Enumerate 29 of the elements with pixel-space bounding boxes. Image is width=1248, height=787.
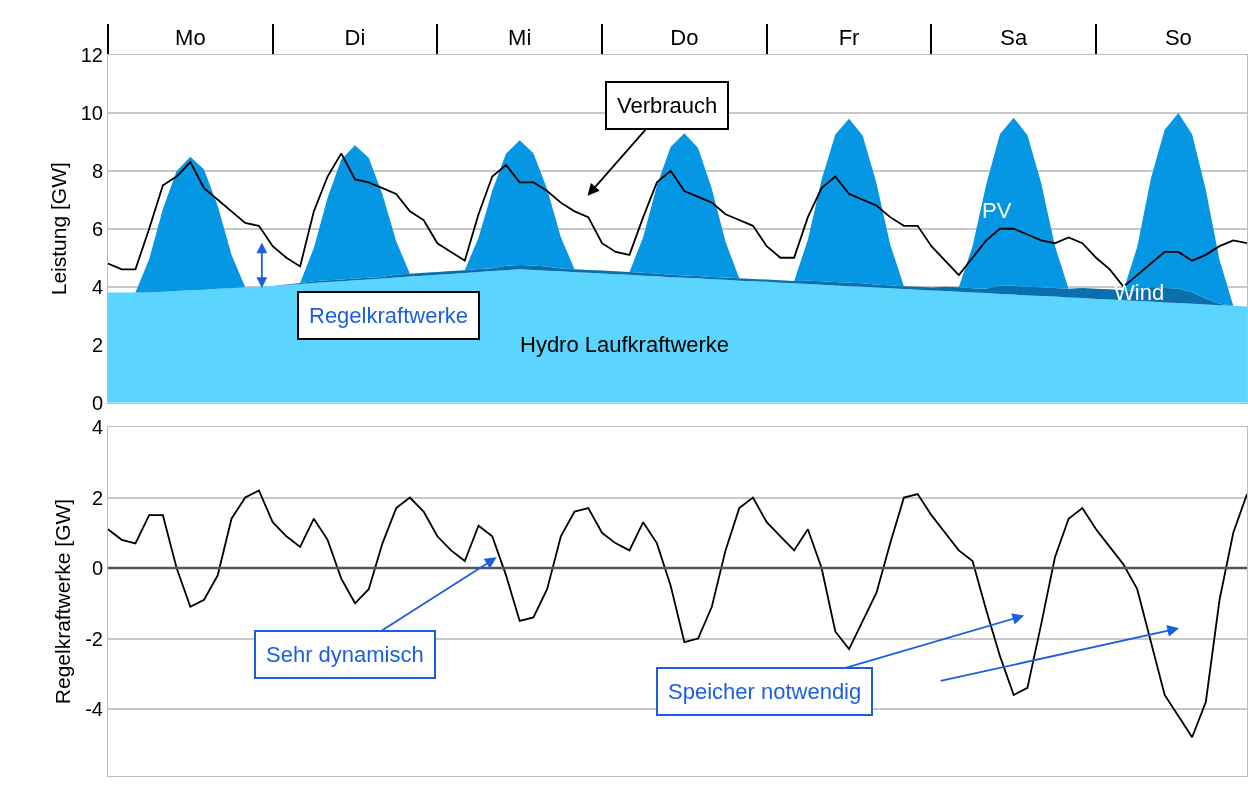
y-tick-label: 0	[91, 557, 103, 580]
y-tick-label: 2	[91, 486, 103, 509]
line-series	[108, 489, 1247, 739]
x-tick-label: Fr	[838, 24, 860, 50]
y-tick-label: -2	[85, 627, 103, 650]
y-tick-label: 6	[91, 217, 103, 240]
y-tick-label: -4	[85, 698, 103, 721]
annotation: Wind	[1114, 280, 1165, 305]
x-tick-label: So	[1164, 24, 1192, 50]
annotation: Regelkraftwerke	[309, 303, 468, 328]
x-tick-label: Mi	[508, 24, 532, 50]
x-tick-label: Do	[670, 24, 699, 50]
annotation: Speicher notwendig	[668, 679, 862, 704]
y-tick-label: 4	[91, 416, 103, 439]
y-tick-label: 10	[80, 101, 103, 124]
x-tick-label: Mo	[175, 24, 206, 50]
annotation: Hydro Laufkraftwerke	[520, 332, 730, 357]
y-tick-label: 0	[91, 391, 103, 414]
x-tick-label: Di	[344, 24, 366, 50]
x-tick-label: Sa	[1000, 24, 1028, 50]
y-axis-title: Leistung [GW]	[46, 162, 70, 296]
annotation: Sehr dynamisch	[266, 642, 424, 667]
y-tick-label: 8	[91, 159, 103, 182]
y-tick-label: 12	[80, 43, 103, 66]
y-tick-label: 2	[91, 333, 103, 356]
y-axis-title: Regelkraftwerke [GW]	[51, 498, 75, 705]
annotation: PV	[982, 198, 1012, 223]
y-tick-label: 4	[91, 275, 103, 298]
annotation: Verbrauch	[617, 93, 718, 118]
